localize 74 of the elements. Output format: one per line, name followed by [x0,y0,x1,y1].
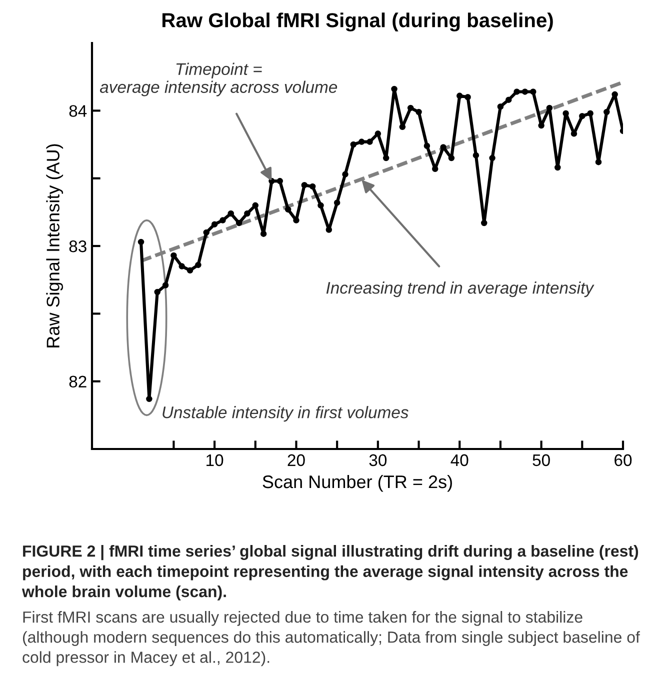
point [432,166,438,172]
point [612,91,618,98]
annotation: Timepoint = average intensity across volume [100,62,338,96]
point [138,238,144,246]
point [497,103,504,110]
x-tick-label: 30 [369,454,387,466]
point [579,112,586,120]
point [546,104,553,112]
point [244,210,250,217]
point [472,152,480,158]
point [162,282,169,288]
point [489,154,496,162]
point [595,158,602,166]
point [252,202,259,209]
point [186,267,194,274]
point [554,164,561,171]
point [366,138,373,145]
point [211,221,218,228]
point [481,220,488,226]
point [506,96,512,103]
point [374,130,382,137]
point [562,110,569,116]
y-tick-label: 84 [69,105,87,117]
x-tick-label: 20 [288,454,305,466]
point [448,154,455,162]
y-tick-label: 83 [69,240,86,252]
point [570,130,578,137]
point [538,122,544,129]
point [326,226,332,233]
point [391,86,398,92]
chart-title: Raw Global fMRI Signal (during baseline) [162,12,553,32]
point [522,88,528,95]
point [399,124,406,130]
point [514,88,520,95]
point [260,230,267,237]
point [318,202,324,209]
point [382,154,390,162]
point [407,104,414,112]
point [424,142,430,149]
x-tick-label: 50 [532,454,550,466]
x-tick-label: 40 [450,454,468,466]
y-tick-label: 82 [69,376,86,388]
text: First fMRI scans are usually rejected due to time taken for the signal to stabilize (although modern sequences do this automatically; Data from single subject baseline of cold pressor in Macey et al., 2012). [22,611,640,666]
x-axis-title: Scan Number (TR = 2s) [262,474,452,492]
point [293,217,300,224]
caption: FIGURE 2 | fMRI time series’ global signal illustrating drift during a baseline (rest) period, with each timepoint representing the average signal intensity across the whole brain volume (scan). [22,545,638,600]
point [228,210,234,217]
x-tick-label: 10 [206,454,224,466]
y-axis-title: Raw Signal Intensity (AU) [46,144,64,348]
point [587,110,594,116]
point [358,138,365,145]
point [309,183,316,190]
point [146,396,152,402]
point [203,229,210,236]
point [178,263,185,270]
annotation: Increasing trend in average intensity [326,282,594,298]
point [276,178,284,184]
point [236,220,242,226]
point [195,262,202,268]
point [416,108,422,116]
point [530,88,536,95]
point [456,92,463,99]
annotation: Unstable intensity in first volumes [162,406,408,422]
point [342,171,348,178]
point [220,217,226,224]
point [154,288,160,296]
x-tick-label: 60 [614,454,632,466]
point [284,206,292,213]
point [350,141,357,148]
point [170,252,177,259]
point [301,182,308,188]
point [464,94,471,100]
point [604,108,610,116]
point [334,200,340,206]
